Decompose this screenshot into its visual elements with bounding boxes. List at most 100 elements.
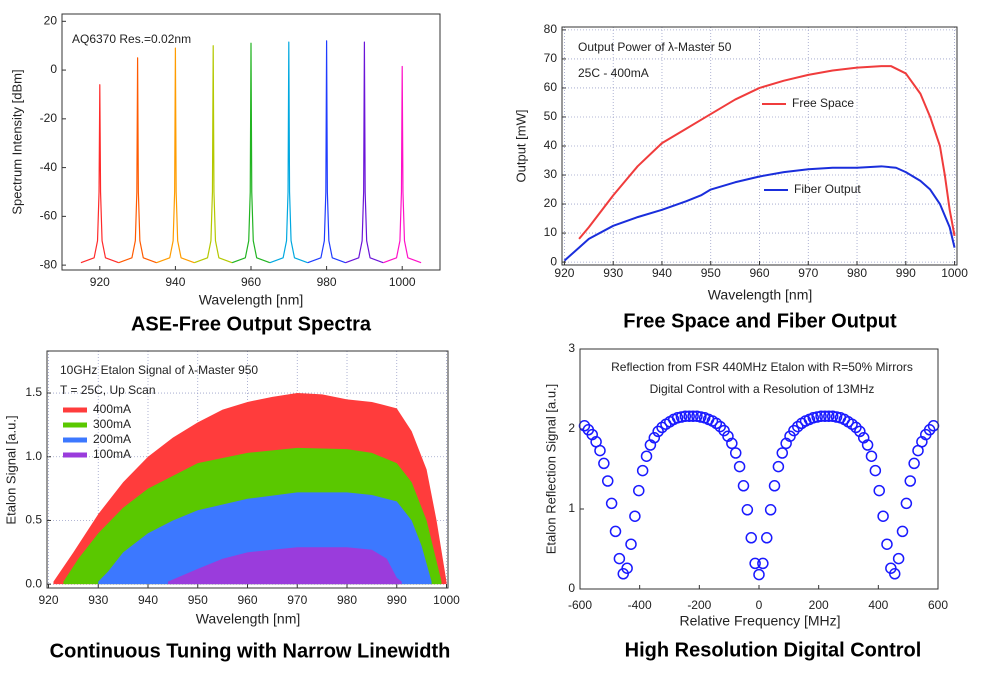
point — [776, 447, 789, 459]
point — [621, 562, 633, 574]
point — [788, 424, 800, 437]
point — [757, 557, 769, 570]
point — [726, 437, 738, 450]
point — [636, 464, 649, 477]
point — [772, 460, 785, 473]
x-tick-label: 970 — [287, 593, 307, 607]
x-tick-label: 950 — [701, 266, 721, 280]
plot-frame — [561, 26, 958, 266]
caption: Continuous Tuning with Narrow Linewidth — [50, 640, 451, 662]
point — [900, 497, 913, 510]
series-line — [307, 40, 346, 264]
plot-area — [580, 349, 938, 589]
x-tick-label: 400 — [868, 598, 888, 612]
x-tick-label: 930 — [603, 266, 623, 280]
point — [749, 557, 761, 570]
point — [594, 444, 606, 457]
y-tick-label: 80 — [544, 22, 558, 36]
x-tick-label: 940 — [138, 593, 158, 607]
x-axis-label: Relative Frequency [MHz] — [679, 613, 840, 629]
y-tick-label: -20 — [40, 111, 58, 125]
point — [683, 410, 695, 422]
y-tick-label: 20 — [544, 196, 558, 210]
x-tick-label: 990 — [387, 593, 407, 607]
point — [896, 525, 909, 538]
point — [861, 439, 874, 451]
series-line — [118, 57, 157, 264]
y-tick-label: -40 — [40, 160, 58, 174]
point — [679, 410, 692, 422]
plot-area — [562, 27, 957, 265]
point — [598, 457, 610, 470]
x-tick-label: 990 — [896, 266, 916, 280]
y-tick-label: 0.0 — [25, 576, 42, 590]
point — [609, 525, 622, 538]
series-line — [563, 165, 956, 262]
point — [869, 464, 882, 477]
x-tick-label: 960 — [237, 593, 257, 607]
x-axis-label: Wavelength [nm] — [199, 292, 304, 308]
point — [881, 538, 893, 550]
series-line — [383, 65, 422, 264]
x-tick-label: 1000 — [941, 266, 968, 280]
point — [714, 420, 726, 433]
y-tick-label: 1.0 — [25, 449, 42, 463]
point — [601, 475, 614, 487]
y-tick-label: 50 — [544, 109, 558, 123]
series-line — [345, 41, 384, 264]
point — [640, 450, 653, 462]
annotation: T = 25C, Up Scan — [60, 383, 156, 397]
plot-frame — [61, 13, 441, 271]
point — [927, 420, 940, 432]
point — [873, 484, 885, 497]
series-line — [80, 84, 119, 264]
x-tick-label: -200 — [687, 598, 711, 612]
point — [815, 410, 827, 422]
caption: Free Space and Fiber Output — [623, 310, 897, 332]
legend-label: 400mA — [93, 402, 131, 416]
series-line — [156, 47, 195, 264]
x-tick-label: 920 — [554, 266, 574, 280]
y-tick-label: 0 — [550, 254, 557, 268]
y-tick-label: 60 — [544, 80, 558, 94]
point — [923, 424, 936, 436]
annotation: 25C - 400mA — [578, 66, 649, 80]
y-tick-label: 70 — [544, 51, 558, 65]
point — [768, 480, 781, 492]
y-axis-label: Spectrum Intensity [dBm] — [9, 69, 24, 214]
annotation: AQ6370 Res.=0.02nm — [72, 32, 191, 46]
point — [741, 504, 754, 516]
x-tick-label: -400 — [628, 598, 652, 612]
y-axis-label: Output [mW] — [513, 110, 528, 183]
x-tick-label: 970 — [798, 266, 818, 280]
point — [613, 552, 626, 565]
series-line — [194, 45, 233, 264]
series-line — [578, 65, 956, 240]
point — [733, 460, 746, 473]
point — [625, 538, 637, 550]
x-tick-label: 0 — [756, 598, 763, 612]
point — [737, 480, 750, 492]
x-tick-label: 1000 — [433, 593, 460, 607]
y-tick-label: 0 — [568, 581, 575, 595]
point — [764, 504, 777, 516]
y-tick-label: 1 — [568, 501, 575, 515]
point — [823, 410, 835, 422]
annotation: Digital Control with a Resolution of 13M… — [650, 382, 875, 396]
point — [761, 532, 773, 544]
y-tick-label: 3 — [568, 341, 575, 355]
y-tick-label: 0 — [50, 62, 57, 76]
x-tick-label: 920 — [38, 593, 58, 607]
legend-label: 100mA — [93, 447, 131, 461]
point — [865, 450, 878, 462]
point — [854, 425, 866, 438]
legend-label: 200mA — [93, 432, 131, 446]
series-area — [167, 547, 402, 585]
y-tick-label: 2 — [568, 421, 575, 435]
x-tick-label: 200 — [809, 598, 829, 612]
point — [687, 410, 699, 422]
legend-label: 300mA — [93, 417, 131, 431]
legend-label: Free Space — [792, 96, 854, 110]
